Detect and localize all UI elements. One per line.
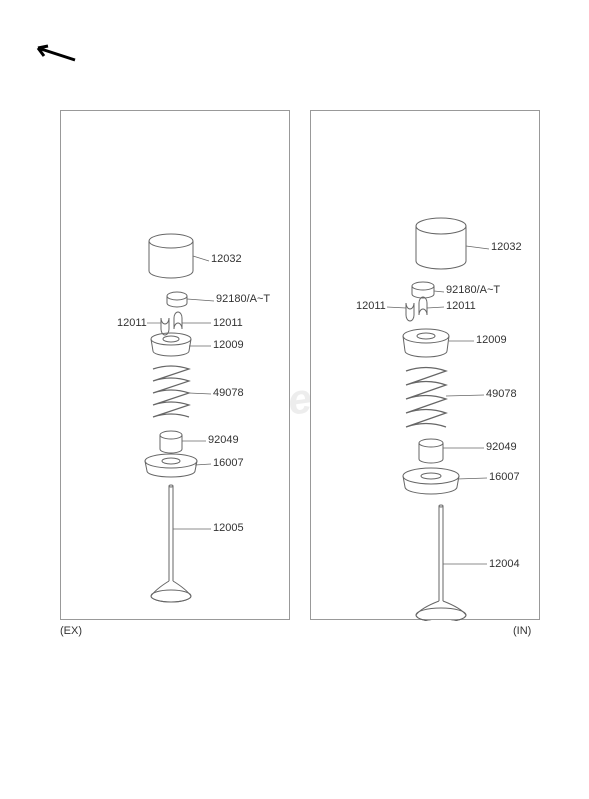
label-12011b: 12011 <box>213 317 243 329</box>
label-92049: 92049 <box>208 434 239 446</box>
direction-arrow <box>30 40 80 75</box>
panel-exhaust: 12032 92180/A~T 12011 12011 12009 49078 … <box>60 110 290 620</box>
label-12009: 12009 <box>213 339 244 351</box>
label-49078: 49078 <box>486 388 517 400</box>
label-12032: 12032 <box>211 253 242 265</box>
panel-label-in: (IN) <box>513 625 531 637</box>
label-12011a: 12011 <box>117 317 147 329</box>
panel-label-ex: (EX) <box>60 625 82 637</box>
label-92049: 92049 <box>486 441 517 453</box>
panel-intake: 12032 92180/A~T 12011 12011 12009 49078 … <box>310 110 540 620</box>
label-12032: 12032 <box>491 241 522 253</box>
label-92180: 92180/A~T <box>446 284 500 296</box>
label-92180: 92180/A~T <box>216 293 270 305</box>
label-12009: 12009 <box>476 334 507 346</box>
label-12004: 12004 <box>489 558 520 570</box>
label-49078: 49078 <box>213 387 244 399</box>
label-12011a: 12011 <box>356 300 386 312</box>
intake-diagram <box>311 111 541 621</box>
label-16007: 16007 <box>213 457 244 469</box>
exhaust-diagram <box>61 111 291 621</box>
label-16007: 16007 <box>489 471 520 483</box>
label-12011b: 12011 <box>446 300 476 312</box>
label-12005: 12005 <box>213 522 244 534</box>
